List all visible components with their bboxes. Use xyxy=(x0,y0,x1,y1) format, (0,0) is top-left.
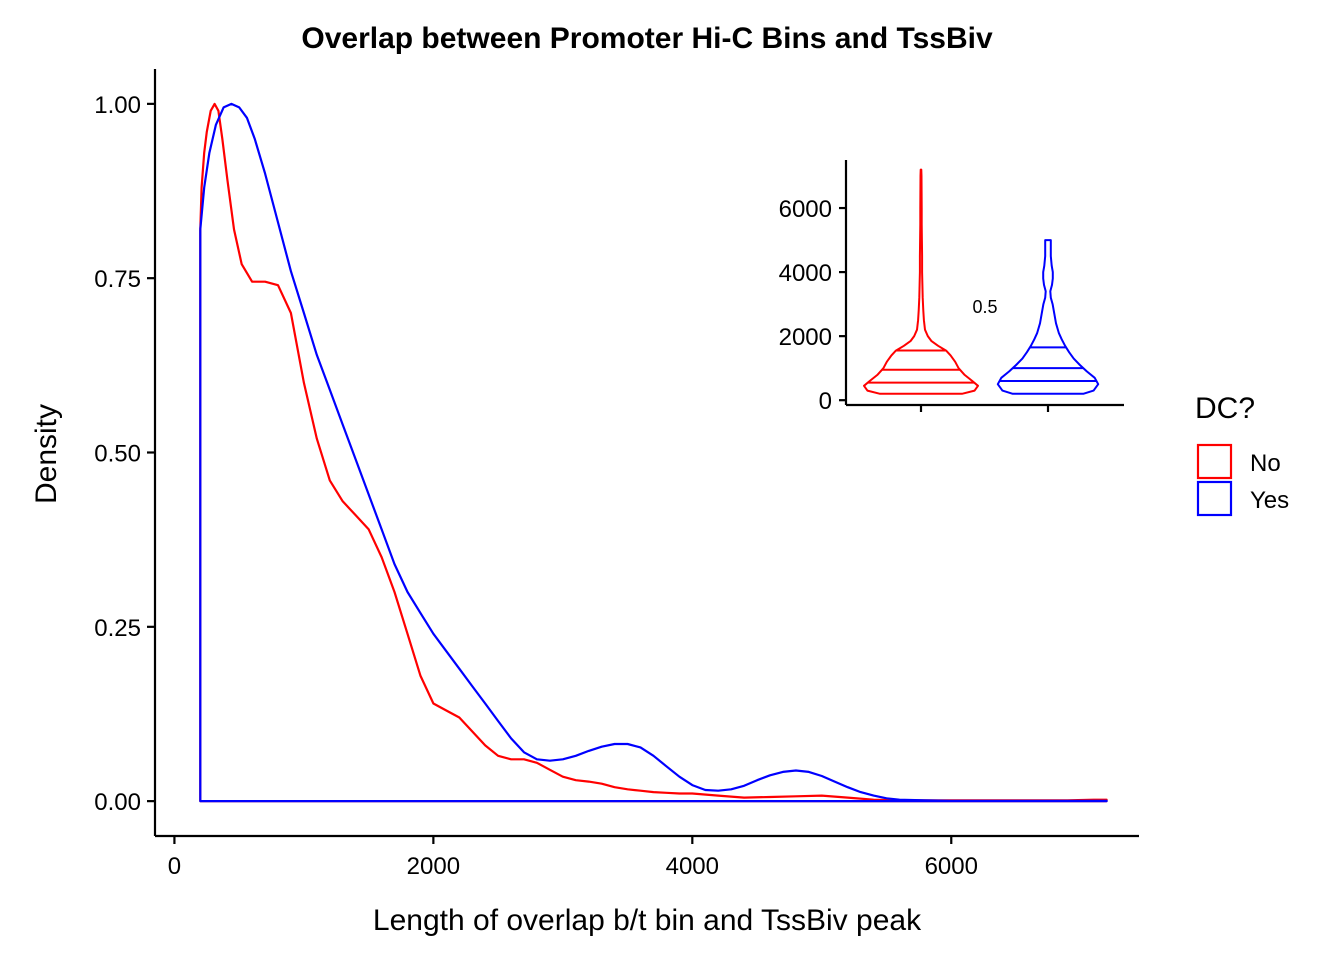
x-tick-label: 4000 xyxy=(666,853,719,880)
inset-violins xyxy=(863,168,1100,395)
x-tick-label: 0 xyxy=(168,853,181,880)
inset-y-axis-ticks: 0 2000 4000 6000 xyxy=(779,196,846,415)
main-plot: 0 2000 4000 6000 0.000.250.500.751.00 Lengt… xyxy=(30,69,1139,937)
legend-label-yes: Yes xyxy=(1250,487,1289,514)
legend-label-no: No xyxy=(1250,450,1281,477)
y-tick-label: 0.25 xyxy=(94,615,141,642)
inset-y-tick-label: 4000 xyxy=(779,260,832,287)
legend-swatch-yes xyxy=(1196,480,1233,517)
legend: DC? No Yes xyxy=(1195,392,1289,517)
inset-annotation: 0.5 xyxy=(972,297,997,317)
violin-yes xyxy=(996,239,1100,395)
legend-item-no: No xyxy=(1196,443,1281,480)
inset-y-tick-label: 2000 xyxy=(779,324,832,351)
y-tick-label: 0.00 xyxy=(94,789,141,816)
chart-title: Overlap between Promoter Hi-C Bins and T… xyxy=(301,22,993,55)
inset-violin-plot: 0 2000 4000 6000 0.5 xyxy=(779,160,1124,415)
legend-title: DC? xyxy=(1195,392,1255,425)
x-tick-label: 6000 xyxy=(925,853,978,880)
x-axis-title: Length of overlap b/t bin and TssBiv pea… xyxy=(373,904,922,937)
y-tick-label: 0.50 xyxy=(94,441,141,468)
x-tick-label: 2000 xyxy=(407,853,460,880)
legend-item-yes: Yes xyxy=(1196,480,1289,517)
main-lines xyxy=(199,102,1108,803)
inset-x-axis-ticks xyxy=(919,405,1050,412)
violin-no xyxy=(863,168,979,395)
y-tick-label: 1.00 xyxy=(94,92,141,119)
y-axis-ticks: 0.00 0.25 0.50 0.75 1.00 xyxy=(94,92,155,816)
density-line-yes xyxy=(199,102,1108,803)
x-axis-ticks: 0 2000 4000 6000 xyxy=(168,836,978,880)
legend-swatch-no xyxy=(1196,443,1233,480)
y-axis-title: Density xyxy=(30,404,63,504)
inset-y-tick-label: 6000 xyxy=(779,196,832,223)
y-tick-label: 0.75 xyxy=(94,266,141,293)
inset-y-tick-label: 0 xyxy=(819,388,832,415)
